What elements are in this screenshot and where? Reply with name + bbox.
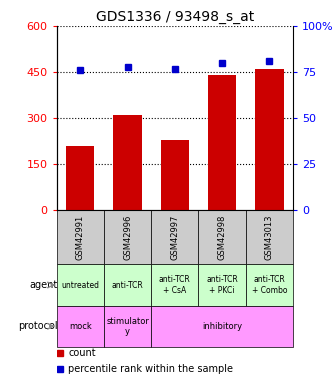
Bar (255, 69, 284, 210)
Text: untreated: untreated (61, 280, 99, 290)
Title: GDS1336 / 93498_s_at: GDS1336 / 93498_s_at (96, 10, 254, 24)
Bar (57, 210, 104, 264)
Bar (151, 264, 198, 306)
Text: GSM42991: GSM42991 (76, 214, 85, 260)
Text: agent: agent (29, 280, 58, 290)
Bar (151, 306, 293, 347)
Text: inhibitory: inhibitory (202, 322, 242, 331)
Bar (161, 140, 189, 210)
Text: GSM42997: GSM42997 (170, 214, 179, 260)
Text: stimulator
y: stimulator y (106, 316, 149, 336)
Bar (198, 264, 246, 306)
Bar (66, 146, 95, 210)
Bar (104, 264, 151, 306)
Text: count: count (69, 348, 96, 358)
Bar (57, 264, 104, 306)
Text: mock: mock (69, 322, 92, 331)
Bar (104, 210, 151, 264)
Bar (104, 306, 151, 347)
Text: GSM43013: GSM43013 (265, 214, 274, 260)
Text: percentile rank within the sample: percentile rank within the sample (69, 364, 233, 374)
Bar (246, 264, 293, 306)
Bar (113, 115, 142, 210)
Bar (246, 210, 293, 264)
Text: anti-TCR: anti-TCR (112, 280, 144, 290)
Text: GSM42996: GSM42996 (123, 214, 132, 260)
Text: GSM42998: GSM42998 (217, 214, 227, 260)
Bar (57, 306, 104, 347)
Bar (198, 210, 246, 264)
Text: anti-TCR
+ CsA: anti-TCR + CsA (159, 275, 191, 295)
Text: anti-TCR
+ PKCi: anti-TCR + PKCi (206, 275, 238, 295)
Bar (151, 210, 198, 264)
Text: anti-TCR
+ Combo: anti-TCR + Combo (252, 275, 287, 295)
Text: protocol: protocol (18, 321, 58, 331)
Bar (208, 75, 236, 210)
